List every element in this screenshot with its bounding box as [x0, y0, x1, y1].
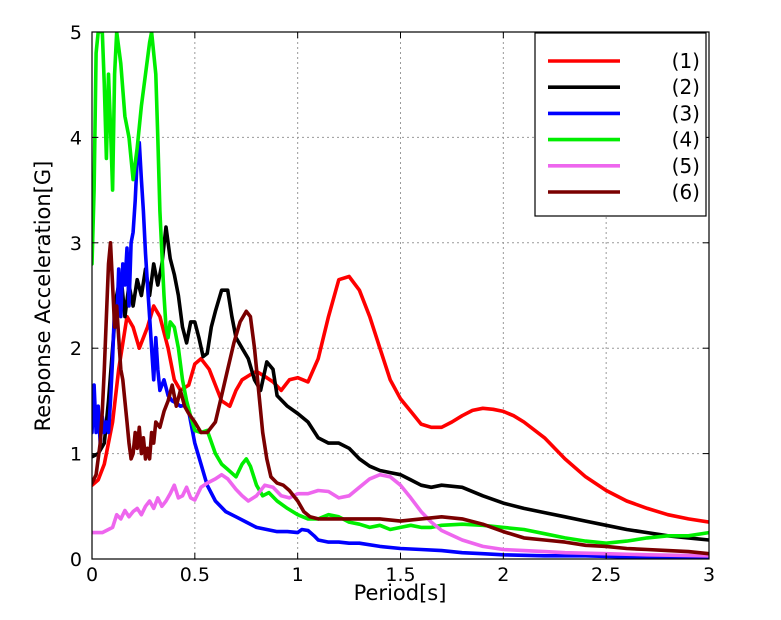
y-axis-title: Response Acceleration[G] [31, 161, 55, 432]
x-tick-label: 2 [497, 564, 509, 586]
x-tick-label: 3 [703, 564, 715, 586]
legend-label: (3) [672, 101, 700, 125]
series-line [92, 274, 709, 524]
legend-box [534, 32, 707, 217]
x-tick-label: 0 [86, 564, 98, 586]
x-tick-label: 1.5 [385, 564, 415, 586]
series-layer [92, 32, 709, 559]
y-tick-label: 2 [70, 338, 82, 360]
legend: (1)(2)(3) (4)(5)(6) [534, 32, 707, 217]
legend-label: (2) [672, 75, 700, 99]
x-tick-label: 2.5 [591, 564, 621, 586]
series-line [92, 472, 709, 558]
legend-label: (6) [672, 180, 700, 204]
y-tick-label: 4 [70, 127, 82, 149]
x-tick-label: 1 [292, 564, 304, 586]
y-tick-label: 1 [70, 444, 82, 466]
series-line [92, 241, 709, 556]
legend-label: (1) [672, 49, 700, 73]
y-tick-label: 0 [70, 549, 82, 571]
series-line [92, 32, 709, 545]
tick-layer: 0 0.5 1 1.5 2 2.5 3 0 1 2 3 4 5 [70, 22, 715, 586]
x-tick-label: 0.5 [180, 564, 210, 586]
legend-label: (5) [672, 154, 700, 178]
series-line [92, 225, 709, 542]
y-tick-label: 5 [70, 22, 82, 44]
y-tick-label: 3 [70, 233, 82, 255]
x-axis-title: Period[s] [354, 581, 447, 605]
legend-label: (4) [672, 128, 700, 152]
